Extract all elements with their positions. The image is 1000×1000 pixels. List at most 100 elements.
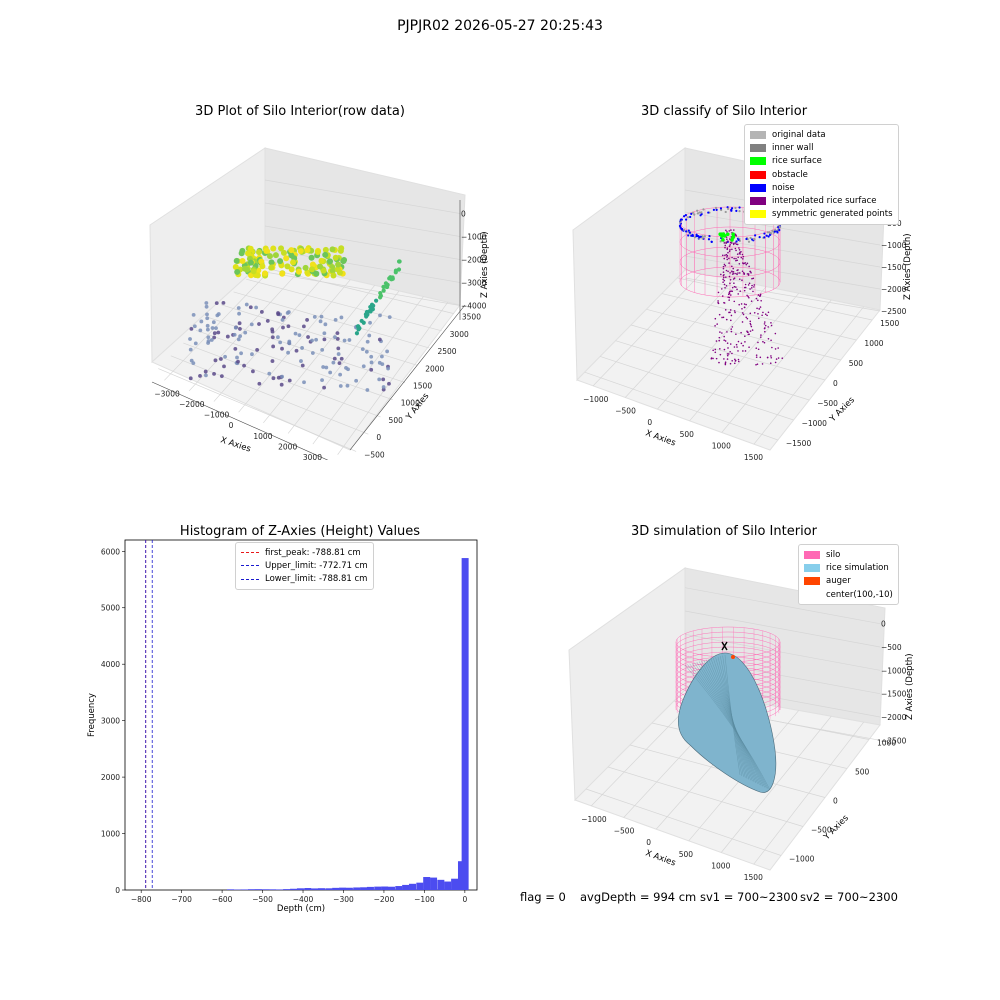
x-tick-label: −300: [333, 895, 354, 904]
gridline: [677, 277, 873, 321]
interp-point: [751, 329, 754, 331]
y-tick-label: 1000: [101, 830, 120, 839]
noise-point: [683, 228, 686, 231]
x-tick-label: −500: [615, 407, 636, 416]
interp-point: [728, 299, 730, 301]
z-tick-label: −1000: [881, 241, 907, 250]
x-tick-label: 1000: [712, 442, 731, 451]
interp-point: [724, 361, 727, 364]
data-point: [279, 382, 284, 387]
interp-point: [720, 288, 723, 290]
legend-entry: silo: [804, 548, 893, 561]
interp-point: [769, 362, 772, 365]
data-point: [287, 341, 292, 346]
interp-point: [770, 355, 772, 357]
x-tick-label: −1000: [581, 815, 607, 824]
data-point: [247, 259, 254, 266]
interp-point: [736, 243, 739, 246]
data-point: [369, 354, 374, 359]
plot4-x-label: X Axies: [644, 848, 677, 868]
interp-point: [775, 358, 778, 360]
interp-point: [766, 356, 769, 359]
interp-point: [759, 356, 762, 359]
interp-point: [741, 321, 744, 323]
interp-point: [723, 358, 725, 360]
data-point: [322, 251, 329, 258]
interp-point: [764, 330, 766, 333]
x-tick-label: 1500: [744, 453, 763, 462]
interp-point: [745, 316, 748, 319]
data-point: [378, 313, 382, 318]
data-point: [191, 361, 196, 366]
interp-point: [764, 327, 766, 329]
data-point: [322, 246, 329, 253]
data-point: [267, 371, 272, 376]
legend-entry: Lower_limit: -788.81 cm: [241, 573, 368, 586]
interp-point: [731, 359, 733, 362]
noise-point: [707, 211, 710, 214]
data-point: [368, 320, 372, 325]
interp-point: [728, 275, 731, 278]
legend-entry: symmetric generated points: [750, 208, 893, 221]
interp-point: [757, 294, 760, 296]
interp-point: [730, 314, 733, 317]
data-point: [335, 336, 340, 341]
data-point: [322, 385, 327, 390]
data-point: [385, 282, 390, 287]
data-point: [281, 325, 285, 330]
plot3-axes-frame: [124, 539, 478, 891]
plot4-3d-axes: −1000 −500 0 500 1000 1500 −1000 −500 0 500 1000 0 −…: [568, 567, 915, 880]
interp-point: [724, 363, 727, 366]
data-point: [242, 363, 246, 368]
data-point: [259, 310, 264, 314]
interp-point: [726, 331, 728, 333]
legend-entry: original data: [750, 128, 893, 141]
plot1-y-axis-line: [349, 304, 466, 451]
noise-point: [693, 236, 697, 239]
interp-point: [735, 272, 737, 275]
x-tick-label: −400: [293, 895, 314, 904]
legend-label: noise: [772, 182, 795, 193]
interp-point: [751, 284, 753, 287]
plot2-x-label: X Axies: [644, 428, 677, 448]
interp-point: [760, 334, 762, 336]
data-point: [255, 249, 262, 256]
gridline: [607, 766, 804, 827]
rice-surface-point: [731, 234, 736, 239]
data-point: [377, 377, 382, 382]
data-point: [272, 252, 279, 259]
interp-point: [753, 311, 756, 314]
interp-point: [770, 339, 772, 342]
interp-point: [733, 257, 735, 260]
data-point: [336, 346, 341, 351]
interp-point: [727, 240, 729, 242]
data-point: [360, 347, 365, 352]
data-point: [302, 264, 309, 271]
interp-point: [744, 341, 746, 343]
interp-point: [721, 254, 724, 257]
data-point: [271, 376, 276, 381]
data-point: [280, 346, 284, 351]
interp-point: [729, 241, 732, 244]
data-point: [297, 333, 302, 338]
data-point: [312, 314, 317, 319]
interp-point: [738, 278, 741, 280]
noise-point: [693, 213, 696, 216]
data-point: [342, 338, 347, 343]
interp-point: [774, 361, 777, 364]
histogram-vlines: [145, 540, 153, 890]
interp-point: [725, 242, 728, 244]
interp-point: [737, 340, 740, 343]
histogram-bar: [247, 889, 255, 890]
y-tick-label: 500: [855, 768, 870, 777]
interp-point: [726, 238, 728, 240]
data-point: [396, 267, 402, 272]
noise-point: [687, 229, 690, 232]
data-point: [199, 319, 204, 324]
interp-point: [733, 285, 736, 288]
rice-surface-point: [721, 238, 725, 242]
interp-point: [734, 358, 736, 361]
interp-point: [741, 270, 744, 273]
noise-point: [758, 236, 761, 239]
interp-point: [727, 251, 729, 254]
